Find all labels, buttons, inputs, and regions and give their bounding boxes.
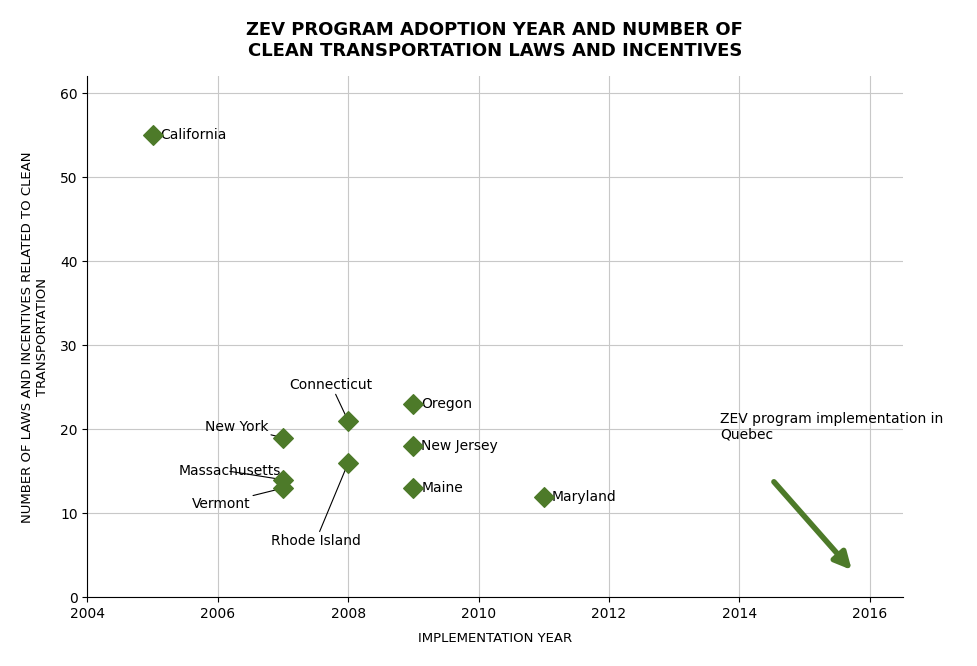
Text: Maine: Maine [421, 481, 463, 495]
Text: New York: New York [205, 420, 283, 438]
Text: Oregon: Oregon [421, 397, 472, 411]
Point [536, 492, 552, 502]
Point [276, 432, 291, 443]
Point [145, 130, 160, 141]
Text: Maryland: Maryland [552, 490, 616, 503]
Text: Massachusetts: Massachusetts [179, 464, 283, 480]
Text: New Jersey: New Jersey [421, 439, 498, 453]
Point [405, 441, 421, 452]
Point [405, 483, 421, 494]
Point [276, 483, 291, 494]
Title: ZEV PROGRAM ADOPTION YEAR AND NUMBER OF
CLEAN TRANSPORTATION LAWS AND INCENTIVES: ZEV PROGRAM ADOPTION YEAR AND NUMBER OF … [246, 21, 743, 60]
Text: Vermont: Vermont [191, 488, 283, 511]
Text: Connecticut: Connecticut [289, 378, 372, 421]
X-axis label: IMPLEMENTATION YEAR: IMPLEMENTATION YEAR [418, 632, 572, 645]
Point [405, 399, 421, 410]
Point [340, 416, 356, 426]
Text: Rhode Island: Rhode Island [271, 463, 361, 548]
Text: ZEV program implementation in
Quebec: ZEV program implementation in Quebec [720, 412, 943, 442]
Text: California: California [160, 129, 227, 143]
Point [276, 474, 291, 485]
Y-axis label: NUMBER OF LAWS AND INCENTIVES RELATED TO CLEAN
TRANSPORTATION: NUMBER OF LAWS AND INCENTIVES RELATED TO… [21, 151, 49, 523]
Point [340, 458, 356, 468]
